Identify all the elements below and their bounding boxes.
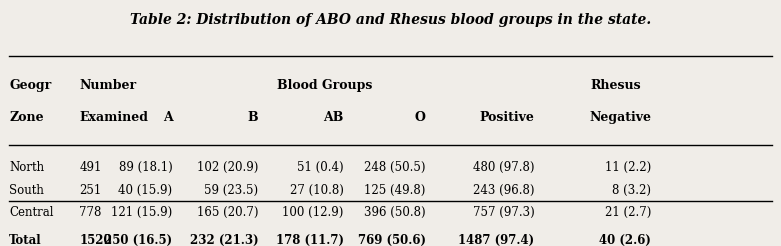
Text: 8 (3.2): 8 (3.2) [612,184,651,197]
Text: Zone: Zone [9,111,44,124]
Text: Positive: Positive [480,111,534,124]
Text: Table 2: Distribution of ABO and Rhesus blood groups in the state.: Table 2: Distribution of ABO and Rhesus … [130,13,651,27]
Text: 11 (2.2): 11 (2.2) [605,161,651,174]
Text: Rhesus: Rhesus [591,79,641,92]
Text: 251: 251 [79,184,102,197]
Text: 100 (12.9): 100 (12.9) [283,206,344,219]
Text: 21 (2.7): 21 (2.7) [604,206,651,219]
Text: Examined: Examined [79,111,148,124]
Text: 121 (15.9): 121 (15.9) [112,206,173,219]
Text: 165 (20.7): 165 (20.7) [197,206,259,219]
Text: 778: 778 [79,206,102,219]
Text: 491: 491 [79,161,102,174]
Text: 243 (96.8): 243 (96.8) [473,184,534,197]
Text: 89 (18.1): 89 (18.1) [119,161,173,174]
Text: O: O [415,111,426,124]
Text: 178 (11.7): 178 (11.7) [276,233,344,246]
Text: 757 (97.3): 757 (97.3) [473,206,534,219]
Text: Total: Total [9,233,42,246]
Text: 480 (97.8): 480 (97.8) [473,161,534,174]
Text: 1487 (97.4): 1487 (97.4) [458,233,534,246]
Text: 769 (50.6): 769 (50.6) [358,233,426,246]
Text: Number: Number [79,79,137,92]
Text: 51 (0.4): 51 (0.4) [298,161,344,174]
Text: South: South [9,184,44,197]
Text: 396 (50.8): 396 (50.8) [364,206,426,219]
Text: B: B [248,111,259,124]
Text: Central: Central [9,206,54,219]
Text: 59 (23.5): 59 (23.5) [204,184,259,197]
Text: 232 (21.3): 232 (21.3) [190,233,259,246]
Text: 40 (15.9): 40 (15.9) [119,184,173,197]
Text: 27 (10.8): 27 (10.8) [290,184,344,197]
Text: 40 (2.6): 40 (2.6) [599,233,651,246]
Text: A: A [163,111,173,124]
Text: 125 (49.8): 125 (49.8) [364,184,426,197]
Text: Negative: Negative [589,111,651,124]
Text: 248 (50.5): 248 (50.5) [364,161,426,174]
Text: 250 (16.5): 250 (16.5) [105,233,173,246]
Text: 102 (20.9): 102 (20.9) [197,161,259,174]
Text: Blood Groups: Blood Groups [276,79,372,92]
Text: 1520: 1520 [79,233,112,246]
Text: North: North [9,161,45,174]
Text: AB: AB [323,111,344,124]
Text: Geogr: Geogr [9,79,52,92]
